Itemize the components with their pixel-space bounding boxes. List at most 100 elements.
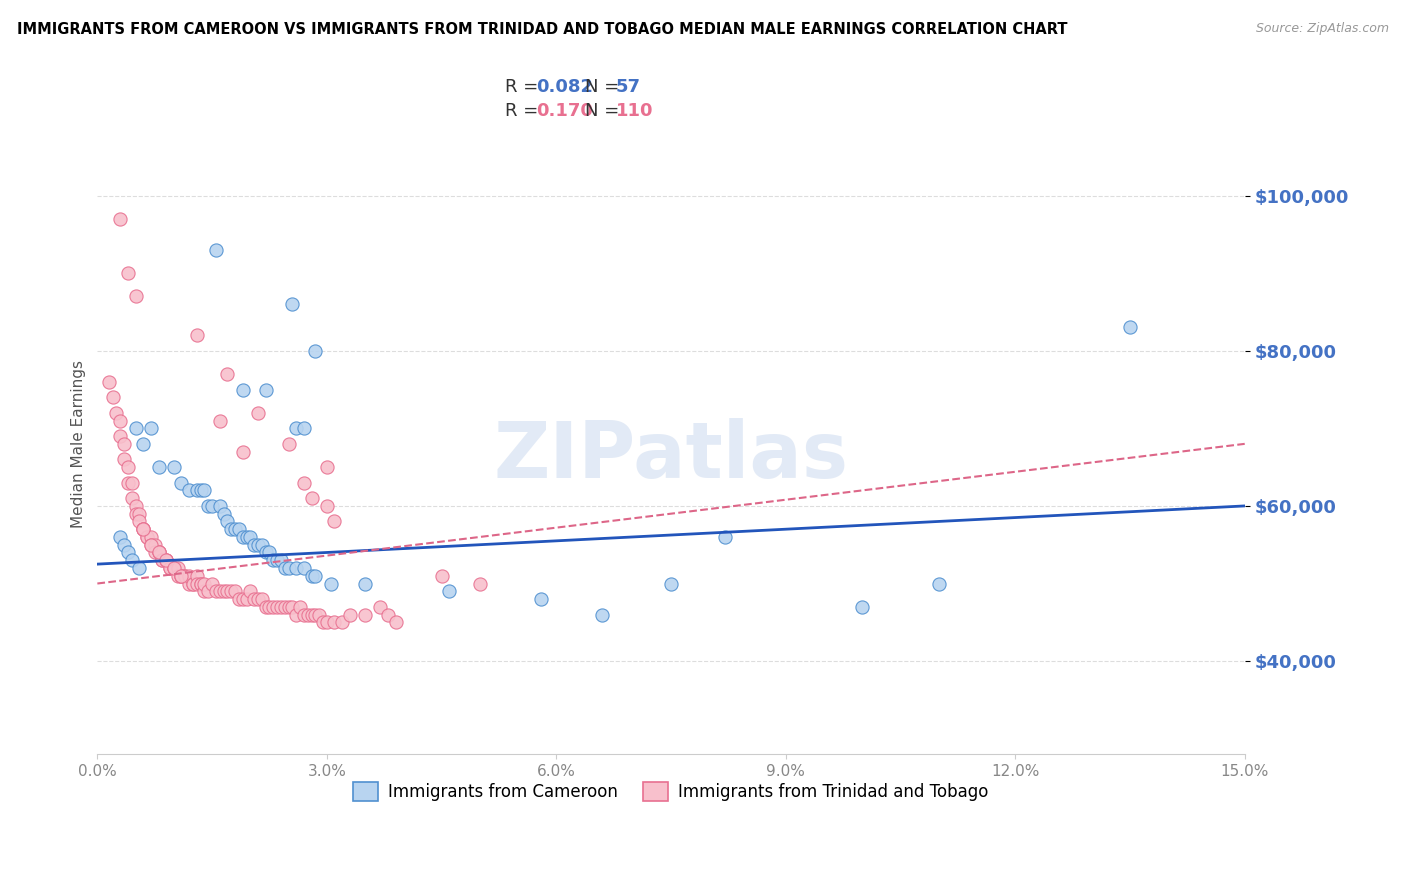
Point [246,538,269,552]
Text: 0.170: 0.170 [536,102,592,120]
Point [468,576,491,591]
Text: 57: 57 [616,78,641,96]
Point [285,421,308,435]
Point [121,475,143,490]
Point [713,530,735,544]
Point [659,576,682,591]
Point [208,499,231,513]
Point [250,538,273,552]
Point [304,568,326,582]
Point [201,499,224,513]
Point [179,576,201,591]
Point [262,599,284,614]
Point [139,421,162,435]
Point [193,483,215,498]
Text: N =: N = [585,102,626,120]
Point [101,390,124,404]
Point [132,522,155,536]
Text: R =: R = [505,78,544,96]
Point [285,607,308,622]
Point [292,475,315,490]
Point [148,545,170,559]
Point [377,607,399,622]
Point [250,592,273,607]
Point [292,607,315,622]
Point [166,561,188,575]
Point [315,499,337,513]
Point [159,561,181,575]
Y-axis label: Median Male Earnings: Median Male Earnings [72,359,86,528]
Point [354,607,377,622]
Point [266,553,288,567]
Point [112,538,135,552]
Point [239,530,262,544]
Point [254,383,277,397]
Point [354,576,377,591]
Point [110,211,132,226]
Point [228,522,250,536]
Point [281,297,304,311]
Point [197,499,219,513]
Text: R =: R = [505,102,544,120]
Point [312,615,335,630]
Point [205,243,228,257]
Point [197,584,219,599]
Point [315,615,337,630]
Point [121,553,143,567]
Point [285,561,308,575]
Text: IMMIGRANTS FROM CAMEROON VS IMMIGRANTS FROM TRINIDAD AND TOBAGO MEDIAN MALE EARN: IMMIGRANTS FROM CAMEROON VS IMMIGRANTS F… [17,22,1067,37]
Point [292,421,315,435]
Point [304,343,326,358]
Point [186,483,208,498]
Point [190,576,212,591]
Point [384,615,406,630]
Point [117,545,139,559]
Point [339,607,361,622]
Point [150,553,173,567]
Point [112,437,135,451]
Point [232,444,254,458]
Point [124,499,146,513]
Point [224,584,246,599]
Point [235,592,257,607]
Text: Source: ZipAtlas.com: Source: ZipAtlas.com [1256,22,1389,36]
Point [219,522,242,536]
Point [232,383,254,397]
Point [128,515,150,529]
Point [243,538,266,552]
Point [159,561,181,575]
Point [179,568,201,582]
Point [297,607,319,622]
Point [208,413,231,427]
Point [170,568,193,582]
Point [217,367,239,381]
Point [143,538,166,552]
Point [323,515,346,529]
Point [110,530,132,544]
Point [319,576,342,591]
Point [266,599,288,614]
Point [246,592,269,607]
Point [117,460,139,475]
Point [136,530,159,544]
Point [143,545,166,559]
Point [274,561,297,575]
Point [270,553,292,567]
Point [232,530,254,544]
Point [170,475,193,490]
Point [205,584,228,599]
Point [124,421,146,435]
Point [243,592,266,607]
Point [163,561,186,575]
Point [181,576,204,591]
Point [224,522,246,536]
Point [235,530,257,544]
Point [851,599,873,614]
Point [281,599,304,614]
Point [208,584,231,599]
Point [259,599,281,614]
Point [277,437,299,451]
Point [193,584,215,599]
Point [124,289,146,303]
Text: ZIPatlas: ZIPatlas [494,418,849,494]
